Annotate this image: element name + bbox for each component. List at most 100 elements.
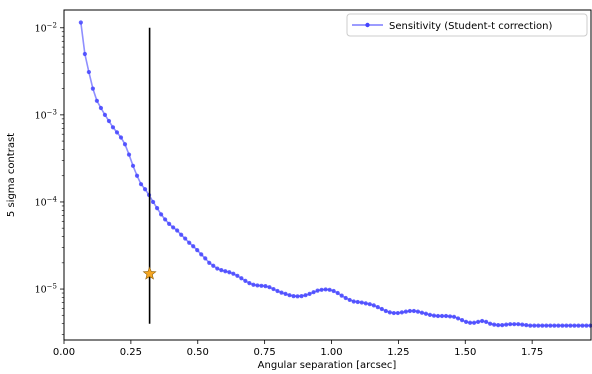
data-point — [195, 248, 200, 253]
data-point — [118, 135, 124, 140]
legend-label: Sensitivity (Student-t correction) — [389, 21, 552, 32]
data-point — [319, 287, 324, 292]
data-point — [102, 112, 108, 117]
data-point — [455, 316, 461, 321]
data-point — [315, 288, 320, 293]
data-point — [508, 322, 513, 327]
data-point — [492, 322, 497, 327]
data-point — [536, 323, 541, 328]
y-tick-label: 10−2 — [35, 21, 57, 34]
data-point — [142, 187, 148, 192]
data-point — [287, 293, 292, 298]
data-point — [223, 269, 228, 274]
data-point — [211, 263, 216, 268]
x-tick-label: 1.50 — [454, 347, 476, 358]
data-point — [504, 322, 509, 327]
data-point — [516, 322, 521, 327]
x-tick-label: 1.75 — [521, 347, 543, 358]
data-point — [391, 310, 396, 316]
data-point — [371, 303, 376, 308]
data-point — [335, 290, 340, 296]
data-point — [175, 228, 180, 233]
data-point — [311, 290, 316, 295]
data-point — [86, 69, 91, 75]
data-point — [488, 321, 493, 326]
data-point — [251, 282, 256, 287]
data-point — [395, 310, 400, 316]
y-tick-label: 10−5 — [35, 283, 57, 296]
data-point — [431, 313, 437, 318]
data-point — [98, 105, 104, 111]
data-point — [447, 314, 453, 319]
data-point — [528, 323, 533, 328]
data-point — [163, 217, 168, 222]
data-point — [467, 320, 473, 325]
data-point — [307, 291, 312, 296]
y-axis: 10−5 10−4 10−3 10−2 — [35, 21, 64, 335]
x-tick-label: 0.00 — [53, 347, 75, 358]
data-point — [347, 297, 352, 303]
data-point — [247, 281, 252, 286]
data-point — [552, 323, 557, 328]
data-point — [299, 294, 304, 299]
series-line — [80, 22, 591, 327]
data-point — [484, 319, 489, 324]
legend-box — [346, 13, 588, 37]
data-point — [544, 323, 549, 328]
data-point — [560, 323, 565, 328]
data-point — [407, 308, 412, 314]
data-point — [187, 240, 192, 245]
x-axis-label: Angular separation [arcsec] — [258, 360, 397, 371]
data-point — [439, 313, 445, 319]
y-tick-label: 10−4 — [35, 195, 58, 208]
data-point — [134, 173, 140, 178]
data-point — [259, 283, 264, 288]
data-point — [576, 323, 581, 328]
data-point — [496, 323, 501, 328]
data-point — [271, 286, 276, 292]
companion-star-marker — [142, 266, 157, 280]
data-point — [130, 163, 136, 168]
data-point — [323, 287, 328, 292]
data-point — [295, 294, 300, 299]
data-point — [564, 323, 569, 328]
data-point — [548, 323, 553, 328]
data-point — [303, 293, 308, 298]
data-point — [275, 288, 280, 294]
data-point — [532, 323, 537, 328]
data-point — [580, 323, 585, 328]
data-point — [167, 221, 172, 226]
data-point — [331, 288, 336, 294]
data-point — [476, 319, 481, 324]
data-point — [472, 320, 477, 325]
data-point — [203, 256, 208, 261]
legend: Sensitivity (Student-t correction) — [346, 13, 588, 37]
data-point — [568, 323, 573, 328]
data-point — [419, 310, 425, 315]
data-point — [171, 225, 176, 230]
data-point — [78, 20, 83, 25]
data-point — [524, 323, 529, 328]
data-point — [267, 285, 272, 290]
data-point — [355, 299, 360, 305]
data-point — [411, 308, 417, 314]
x-tick-label: 0.75 — [254, 347, 276, 358]
data-point — [215, 266, 220, 271]
data-point — [154, 206, 160, 211]
data-point — [207, 260, 212, 265]
data-point — [343, 295, 348, 301]
data-point — [427, 312, 433, 317]
data-point — [339, 293, 344, 298]
data-point — [263, 284, 268, 289]
data-point — [399, 310, 404, 315]
data-point — [291, 294, 296, 299]
data-point — [327, 287, 332, 292]
data-point — [231, 271, 236, 276]
data-point — [423, 311, 429, 316]
data-point — [367, 302, 372, 307]
y-tick-label: 10−3 — [35, 108, 57, 121]
data-point — [122, 142, 128, 147]
data-point — [239, 276, 244, 281]
data-point — [379, 306, 384, 312]
data-point — [243, 278, 248, 284]
